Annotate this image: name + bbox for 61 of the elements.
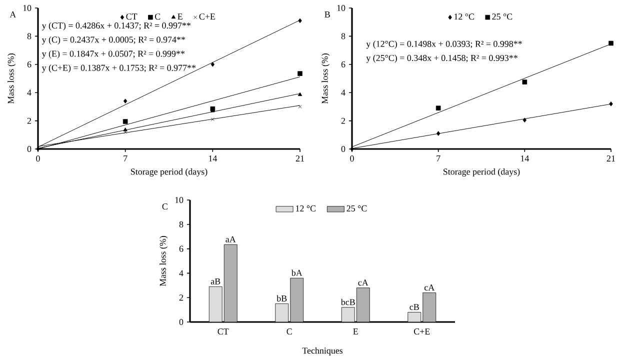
x-tick-label: CT: [218, 328, 229, 335]
y-tick-label: 4: [341, 90, 346, 96]
annotation: y (C) = 0.2437x + 0.0005; R² = 0.974**: [42, 36, 186, 45]
x-tick-label: C: [286, 328, 292, 335]
y-tick-label: 6: [179, 246, 184, 252]
x-tick-label: 0: [350, 156, 354, 162]
annotation: y (E) = 0.1847x + 0.0507; R² = 0.999**: [42, 50, 185, 59]
y-tick-label: 0: [27, 146, 32, 152]
x-tick-label: 7: [124, 156, 128, 162]
legend-label: E: [178, 14, 182, 20]
y-axis-title: Mass loss (%): [160, 236, 168, 286]
y-tick-label: 8: [341, 33, 346, 40]
y-axis-title: Mass loss (%): [8, 54, 16, 104]
y-tick-label: 6: [27, 61, 32, 68]
y-tick-label: 6: [341, 61, 346, 68]
annotation: y (C+E) = 0.1387x + 0.1753; R² = 0.977**: [42, 64, 196, 73]
data-label: aA: [226, 236, 236, 242]
y-axis-title: Mass loss (%): [322, 54, 330, 104]
y-tick-label: 8: [27, 33, 32, 40]
y-tick-label: 4: [179, 270, 184, 276]
y-tick-label: 4: [27, 90, 32, 96]
y-tick-label: 0: [179, 318, 184, 326]
y-tick-label: 8: [179, 221, 184, 228]
y-tick-label: 10: [175, 196, 184, 204]
y-tick-label: 10: [23, 4, 32, 12]
x-axis-title: Storage period (days): [444, 168, 520, 177]
legend-label: 25 °C: [346, 205, 367, 212]
legend-label: 12 °C: [296, 205, 316, 212]
data-label: cA: [424, 284, 435, 291]
x-axis-title: Storage period (days): [131, 168, 208, 177]
y-tick-label: 0: [341, 146, 346, 152]
annotation: y (12°C) = 0.1498x + 0.0393; R² = 0.998**: [366, 40, 522, 49]
data-label: cA: [358, 280, 368, 286]
annotation: y (CT) = 0.4286x + 0.1437; R² = 0.997**: [42, 22, 191, 30]
x-tick-label: E: [353, 328, 358, 334]
annotation: y (25°C) = 0.348x + 0.1458; R² = 0.993**: [366, 54, 518, 63]
data-label: cB: [410, 304, 419, 310]
y-tick-label: 2: [27, 118, 31, 124]
y-tick-label: 2: [179, 294, 183, 301]
legend-label: 25 °C: [492, 14, 512, 20]
chart-title: A: [10, 12, 16, 18]
data-label: bA: [291, 270, 302, 276]
data-label: bcB: [340, 298, 355, 306]
legend-label: C+E: [199, 14, 215, 20]
data-label: aB: [210, 278, 220, 284]
x-tick-label: 21: [296, 156, 304, 162]
legend-label: CT: [126, 14, 138, 20]
x-tick-label: 7: [436, 156, 440, 162]
legend-label: 12 °C: [454, 14, 474, 20]
x-tick-label: C+E: [414, 328, 430, 335]
x-tick-label: 14: [208, 156, 218, 162]
x-tick-label: 0: [36, 156, 40, 162]
x-axis-title: Techniques: [302, 347, 343, 356]
y-tick-label: 2: [341, 118, 345, 124]
x-tick-label: 21: [606, 156, 615, 162]
x-tick-label: 14: [520, 156, 530, 162]
data-label: bB: [276, 295, 287, 302]
chart-title: B: [324, 12, 330, 18]
legend-label: C: [155, 14, 160, 20]
y-tick-label: 10: [337, 4, 346, 12]
chart-title: C: [162, 204, 168, 210]
